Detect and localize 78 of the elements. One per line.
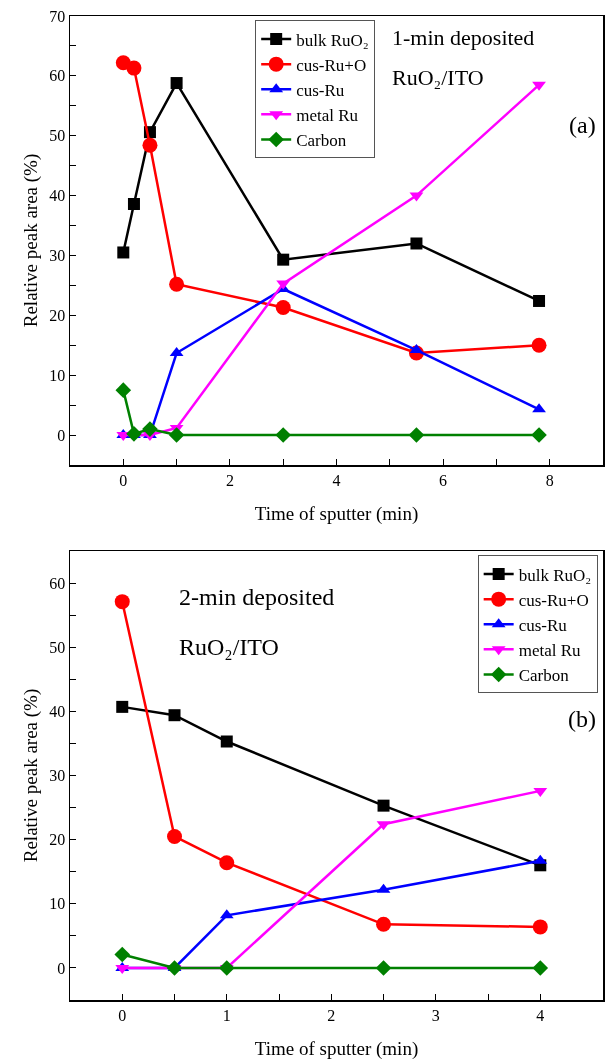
point: [126, 60, 142, 76]
x-tick-label: 4: [332, 471, 341, 489]
y-tick-label: 20: [49, 306, 66, 324]
point: [170, 77, 183, 90]
x-tick-label: 0: [119, 471, 128, 489]
x-tick-label: 2: [225, 471, 234, 489]
y-tick-label: 50: [49, 127, 66, 145]
point: [115, 382, 132, 398]
point: [117, 246, 130, 259]
point: [532, 81, 546, 91]
y-tick-label: 0: [57, 426, 66, 444]
point: [114, 946, 131, 963]
legend-label: bulk RuO₂: [296, 30, 369, 50]
y-tick-label: 60: [49, 67, 66, 85]
point: [376, 916, 392, 932]
point: [532, 403, 546, 413]
y-tick-label: 40: [49, 187, 66, 205]
x-tick-label: 8: [545, 471, 554, 489]
point: [410, 237, 423, 250]
x-tick-label: 2: [327, 1006, 336, 1024]
y-tick-label: 20: [49, 831, 66, 849]
point: [168, 427, 185, 443]
legend-label: bulk RuO₂: [518, 565, 592, 585]
point: [532, 919, 548, 935]
x-axis-title: Time of sputter (min): [254, 503, 419, 525]
y-tick-label: 30: [49, 247, 66, 265]
annotation: 2-min deposited: [179, 584, 335, 610]
legend-label: Carbon: [518, 666, 570, 686]
point: [142, 421, 158, 437]
annotation: (b): [568, 706, 596, 732]
point: [114, 594, 130, 610]
point: [375, 960, 392, 976]
point: [167, 828, 183, 844]
y-axis-title: Relative peak area (%): [20, 153, 43, 328]
point: [220, 735, 233, 748]
legend-label: Carbon: [296, 131, 347, 151]
legend-label: metal Ru: [518, 640, 582, 660]
y-tick-label: 50: [49, 638, 66, 656]
y-tick-label: 10: [49, 366, 66, 384]
point: [127, 197, 140, 210]
y-tick-label: 60: [49, 574, 66, 592]
y-tick-label: 40: [49, 702, 66, 720]
point: [531, 427, 547, 443]
y-tick-label: 0: [57, 959, 66, 977]
legend-label: cus-Ru: [518, 615, 568, 635]
point: [219, 855, 235, 871]
point: [408, 427, 425, 443]
y-tick-label: 10: [49, 895, 66, 913]
annotation: RuO₂/ITO: [392, 65, 484, 90]
point: [533, 294, 546, 307]
legend-label: cus-Ru: [296, 80, 345, 100]
point: [166, 960, 183, 976]
x-tick-label: 0: [118, 1006, 127, 1024]
point: [169, 276, 185, 292]
annotation: 1-min deposited: [392, 25, 535, 50]
point: [275, 427, 291, 443]
y-axis-title: Relative peak area (%): [20, 688, 43, 863]
x-tick-label: 3: [431, 1006, 440, 1024]
point: [277, 253, 290, 266]
x-tick-label: 4: [536, 1006, 545, 1024]
legend-label: cus-Ru+O: [518, 590, 589, 610]
point: [275, 300, 291, 316]
y-tick-label: 30: [49, 767, 66, 785]
x-axis-title: Time of sputter (min): [254, 1038, 419, 1060]
annotation: (a): [569, 112, 596, 138]
legend-label: metal Ru: [296, 105, 359, 125]
point: [168, 709, 181, 722]
annotation: RuO₂/ITO: [179, 634, 279, 660]
point: [142, 137, 158, 153]
legend-label: cus-Ru+O: [296, 55, 367, 75]
point: [532, 960, 549, 976]
point: [531, 337, 547, 353]
point: [377, 799, 390, 812]
x-tick-label: 1: [222, 1006, 231, 1024]
point: [116, 700, 129, 713]
point: [218, 960, 235, 976]
x-tick-label: 6: [439, 471, 448, 489]
y-tick-label: 70: [49, 7, 66, 25]
